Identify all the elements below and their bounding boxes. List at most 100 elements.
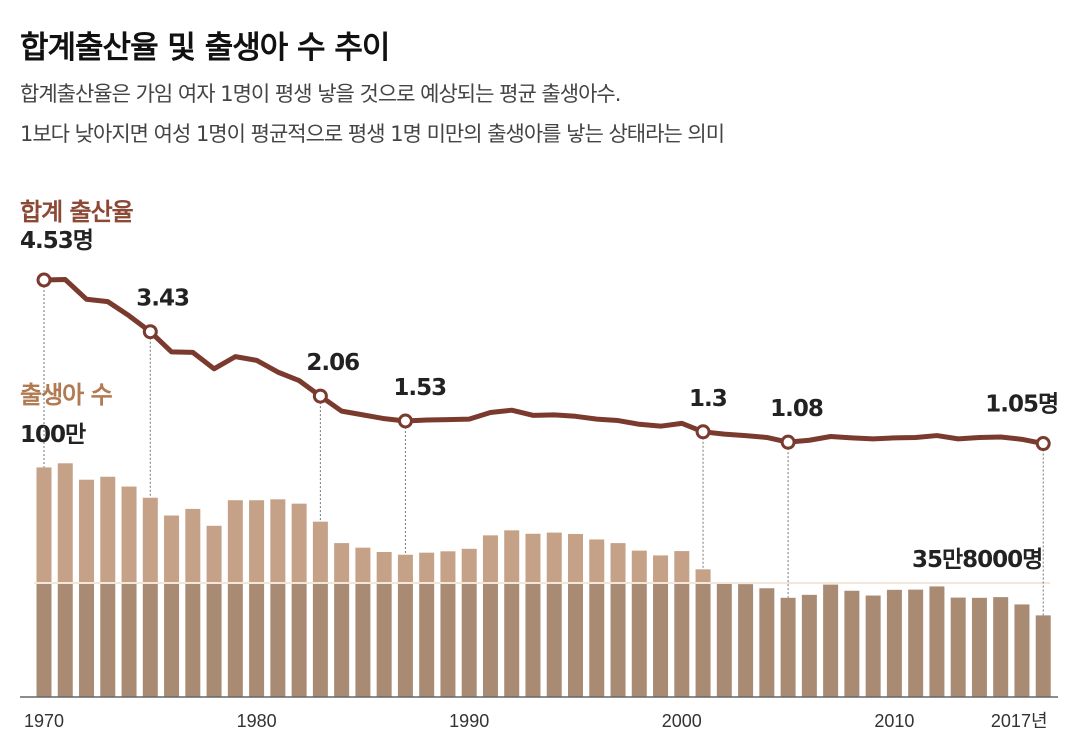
birth-bar-2003 (738, 584, 754, 697)
birth-bar-1976 (164, 583, 180, 697)
x-tick-label-1970: 1970 (24, 711, 64, 731)
birth-bar-upper-1974 (121, 486, 137, 583)
birth-bar-2016 (1014, 604, 1030, 697)
birth-bar-1985 (355, 583, 371, 697)
birth-bar-1983 (312, 583, 328, 697)
birth-bar-upper-1975 (142, 497, 158, 583)
birth-bar-1978 (206, 583, 222, 697)
fertility-label-2001: 1.3 (689, 386, 727, 412)
birth-bar-upper-1995 (568, 533, 583, 583)
birth-bar-1997 (610, 583, 626, 697)
birth-bar-1981 (270, 583, 286, 697)
x-tick-label-2000: 2000 (662, 711, 702, 731)
birth-bar-1987 (397, 583, 413, 697)
birth-bar-2005 (780, 597, 796, 697)
birth-bar-upper-1986 (376, 551, 392, 583)
birth-bar-1992 (504, 583, 520, 697)
birth-bar-2000 (674, 583, 690, 697)
birth-bar-upper-1993 (525, 533, 541, 583)
fertility-rate-line (43, 277, 1044, 447)
birth-bar-upper-1977 (185, 508, 201, 583)
birth-bar-1988 (419, 583, 435, 697)
birth-bar-1990 (461, 583, 477, 697)
birth-bar-2011 (908, 589, 924, 697)
birth-bar-upper-2000 (674, 551, 690, 583)
birth-bar-1986 (376, 583, 392, 697)
birth-bar-upper-1998 (631, 550, 647, 583)
birth-bar-upper-1997 (610, 543, 626, 583)
fertility-label-1970: 4.53명 (20, 228, 93, 254)
birth-bar-upper-1994 (546, 532, 562, 583)
fertility-marker-1983 (312, 388, 328, 404)
birth-bar-1995 (568, 583, 583, 697)
fertility-series-label: 합계 출산율 (20, 198, 134, 226)
birth-bar-upper-1985 (355, 547, 371, 583)
birth-bar-upper-1999 (653, 555, 669, 583)
birth-bar-2015 (993, 597, 1009, 697)
birth-bar-1974 (121, 583, 137, 697)
birth-bar-2012 (929, 586, 945, 697)
birth-bar-2004 (759, 588, 775, 697)
birth-bar-2006 (801, 594, 817, 697)
birth-bar-2002 (716, 583, 732, 697)
fertility-marker-2005 (780, 434, 796, 450)
birth-bar-upper-1973 (100, 476, 116, 583)
birth-bar-1991 (482, 583, 498, 697)
birth-bar-1989 (440, 583, 456, 697)
x-tick-label-2010: 2010 (874, 711, 914, 731)
x-tick-label-1990: 1990 (449, 711, 489, 731)
birth-bar-upper-1987 (397, 554, 413, 583)
birth-bar-upper-1989 (440, 551, 456, 583)
birth-bar-upper-1992 (504, 530, 520, 583)
fertility-label-2005: 1.08 (770, 396, 823, 422)
birth-bar-upper-1978 (206, 525, 222, 583)
birth-bar-1977 (185, 583, 201, 697)
chart-subtitle-line-1: 합계출산율은 가임 여자 1명이 평생 낳을 것으로 예상되는 평균 출생아수. (20, 82, 621, 106)
birth-bar-1993 (525, 583, 541, 697)
fertility-marker-1987 (397, 413, 413, 429)
birth-bar-upper-1990 (461, 548, 477, 583)
birth-bar-1971 (57, 583, 73, 697)
birth-bar-upper-1981 (270, 499, 286, 583)
birth-bar-1999 (653, 583, 669, 697)
birth-bar-upper-1982 (291, 503, 307, 583)
birth-bar-1970 (36, 583, 52, 697)
births-end-label: 35만8000명 (912, 547, 1043, 573)
birth-bar-1973 (100, 583, 116, 697)
birth-bar-1980 (249, 583, 265, 697)
birth-bar-1972 (79, 583, 95, 697)
birth-bar-2008 (844, 590, 860, 697)
birth-bar-upper-1980 (249, 500, 265, 583)
births-series-label: 출생아 수 (20, 381, 113, 409)
fertility-label-1975: 3.43 (136, 286, 189, 312)
birth-bar-1998 (631, 583, 647, 697)
fertility-marker-1975 (142, 324, 158, 340)
birth-bar-1982 (291, 583, 307, 697)
birth-bar-upper-1988 (419, 552, 435, 583)
birth-bar-upper-1979 (227, 500, 243, 583)
birth-bar-upper-1970 (36, 467, 52, 583)
birth-bar-1979 (227, 583, 243, 697)
birth-bar-upper-2001 (695, 569, 711, 583)
birth-bar-2007 (823, 584, 839, 697)
fertility-marker-2017 (1035, 436, 1051, 452)
x-tick-label-1980: 1980 (237, 711, 277, 731)
birth-bar-2001 (695, 583, 711, 697)
birth-bar-2009 (865, 595, 881, 697)
birth-bar-upper-1971 (57, 463, 73, 583)
birth-bar-1996 (589, 583, 605, 697)
fertility-label-2017: 1.05명 (985, 392, 1058, 418)
fertility-marker-1970 (36, 272, 52, 288)
birth-bar-upper-1984 (334, 543, 350, 583)
chart-subtitle-line-2: 1보다 낮아지면 여성 1명이 평균적으로 평생 1명 미만의 출생아를 낳는 … (20, 122, 725, 146)
birth-bar-upper-1983 (312, 521, 328, 583)
birth-bar-upper-1996 (589, 539, 605, 583)
birth-bar-upper-1991 (482, 535, 498, 583)
birth-bar-2013 (950, 597, 966, 697)
fertility-label-1987: 1.53 (393, 375, 446, 401)
birth-bar-2010 (886, 589, 902, 697)
birth-bar-2017 (1035, 615, 1051, 697)
birth-bar-1975 (142, 583, 158, 697)
fertility-marker-2001 (695, 424, 711, 440)
